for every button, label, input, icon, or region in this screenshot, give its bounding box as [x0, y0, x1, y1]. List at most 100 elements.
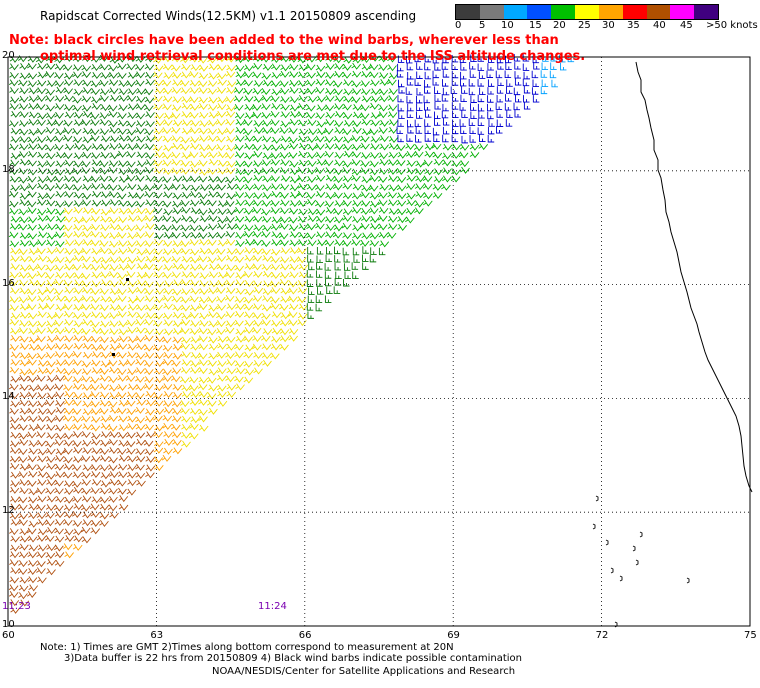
wind-barb	[279, 256, 290, 264]
wind-barb	[325, 174, 336, 182]
wind-barb	[387, 159, 398, 167]
wind-barb	[323, 159, 334, 167]
wind-barb	[253, 80, 264, 88]
wind-barb	[270, 263, 280, 271]
wind-barb	[162, 191, 173, 199]
wind-barb	[116, 192, 127, 200]
wind-barb	[325, 192, 335, 200]
wind-barb	[315, 295, 323, 303]
wind-barb	[37, 359, 48, 367]
wind-barb	[271, 319, 281, 327]
wind-barb	[107, 464, 118, 472]
wind-barb	[36, 208, 47, 216]
wind-barb	[243, 71, 253, 79]
wind-barb	[136, 184, 147, 192]
wind-barb	[45, 215, 55, 223]
wind-barb	[152, 191, 163, 199]
wind-barb	[45, 144, 55, 152]
wind-barb	[288, 55, 299, 63]
wind-barb	[262, 152, 273, 160]
wind-barb	[470, 103, 477, 111]
wind-barb	[73, 191, 83, 199]
wind-barb	[108, 447, 119, 455]
wind-barb	[369, 200, 380, 208]
wind-barb	[71, 407, 82, 415]
wind-barb	[252, 144, 262, 152]
wind-barb	[298, 263, 309, 271]
wind-barb	[469, 70, 477, 78]
wind-barb	[99, 367, 109, 375]
wind-barb	[289, 191, 300, 199]
wind-barb	[469, 62, 476, 70]
wind-barb	[252, 254, 262, 262]
wind-barb	[513, 102, 521, 111]
wind-barb	[171, 271, 181, 279]
wind-barb	[37, 214, 47, 222]
wind-barb	[55, 160, 66, 168]
wind-barb	[143, 368, 154, 376]
wind-barb	[289, 231, 300, 239]
wind-barb	[144, 448, 155, 456]
wind-barb	[360, 80, 370, 88]
wind-barb	[9, 168, 19, 176]
wind-barb	[62, 64, 73, 72]
wind-barb	[37, 254, 48, 262]
wind-barb	[197, 303, 208, 311]
wind-barb	[45, 135, 56, 143]
wind-barb	[36, 335, 46, 343]
wind-barb	[343, 263, 351, 271]
wind-barb	[190, 166, 200, 174]
wind-barb	[73, 239, 84, 247]
wind-barb	[243, 303, 254, 311]
wind-barb	[226, 359, 236, 367]
wind-barb	[54, 511, 65, 519]
wind-barb	[225, 271, 235, 279]
wind-barb	[36, 119, 46, 127]
wind-barb	[28, 328, 38, 336]
wind-barb	[116, 231, 127, 239]
wind-barb	[252, 295, 263, 303]
wind-barb	[154, 359, 165, 367]
wind-barb	[325, 63, 335, 71]
wind-barb	[126, 207, 137, 215]
wind-barb	[423, 199, 433, 207]
wind-barb	[270, 119, 280, 127]
wind-barb	[270, 158, 280, 166]
wind-barb	[89, 391, 100, 399]
wind-barb	[118, 94, 129, 102]
wind-barb	[326, 246, 333, 255]
wind-barb	[280, 111, 290, 119]
wind-barb	[126, 135, 137, 143]
wind-barb	[27, 368, 38, 376]
wind-barb	[18, 296, 28, 304]
wind-barb	[19, 199, 29, 207]
wind-barb	[459, 160, 470, 168]
wind-barb	[388, 208, 399, 216]
wind-barb	[45, 62, 56, 70]
wind-barb	[359, 239, 370, 247]
wind-barb	[261, 216, 272, 224]
wind-barb	[208, 111, 219, 119]
wind-barb	[225, 264, 236, 272]
wind-barb	[335, 271, 342, 280]
wind-barb	[235, 126, 245, 134]
wind-barb	[108, 120, 118, 128]
wind-barb	[154, 352, 164, 360]
wind-barb	[45, 447, 56, 455]
wind-barb	[136, 207, 146, 215]
wind-barb	[80, 504, 91, 512]
wind-barb	[108, 71, 118, 79]
wind-barb	[18, 438, 29, 446]
wind-barb	[532, 95, 540, 103]
wind-barb	[145, 312, 156, 320]
wind-barb	[181, 255, 192, 263]
wind-barb	[172, 352, 183, 360]
wind-barb	[46, 168, 57, 176]
wind-barb	[64, 256, 75, 264]
wind-barb	[90, 400, 100, 408]
wind-barb	[162, 295, 172, 303]
wind-barb	[298, 95, 308, 103]
wind-barb	[306, 167, 317, 175]
wind-barb	[198, 64, 209, 72]
wind-barb	[189, 127, 200, 135]
